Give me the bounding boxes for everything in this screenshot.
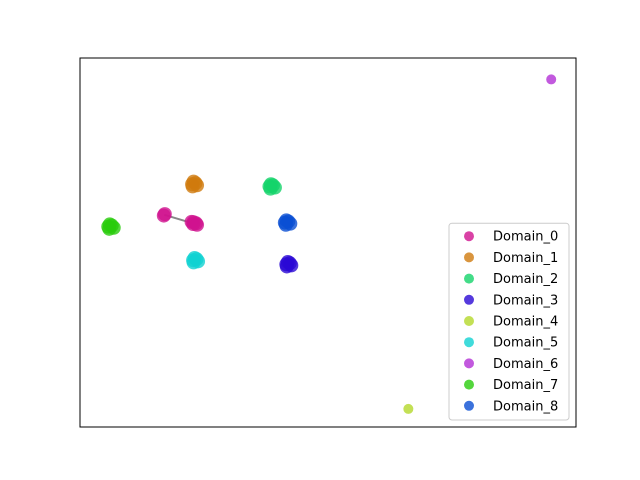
series-domain-5	[186, 250, 206, 270]
data-point	[403, 403, 414, 414]
data-point	[186, 255, 201, 270]
legend-label: Domain_1	[493, 251, 558, 266]
legend-marker	[464, 231, 474, 242]
series-domain-8	[277, 213, 298, 232]
legend-label: Domain_4	[493, 315, 558, 330]
series-domain-0	[156, 207, 205, 232]
data-point	[102, 221, 117, 236]
legend-label: Domain_3	[493, 293, 558, 308]
legend: Domain_0 Domain_1 Domain_2 Domain_3 Domain_4…	[448, 222, 570, 421]
legend-marker	[464, 273, 474, 284]
data-point	[279, 259, 294, 274]
legend-marker	[464, 252, 474, 263]
legend-marker	[464, 379, 474, 390]
series-domain-2	[262, 177, 282, 196]
series-domain-4	[403, 403, 414, 414]
legend-marker	[464, 358, 474, 369]
legend-marker	[464, 400, 474, 411]
legend-marker	[464, 294, 474, 305]
legend-label: Domain_0	[493, 230, 558, 245]
legend-label: Domain_5	[493, 336, 558, 351]
axes-frame	[79, 57, 577, 428]
data-point	[156, 208, 171, 223]
legend-marker	[464, 337, 474, 348]
legend-label: Domain_2	[493, 272, 558, 287]
legend-label: Domain_6	[493, 357, 558, 372]
data-point	[546, 74, 557, 85]
data-point	[185, 179, 200, 194]
points-layer	[101, 74, 557, 414]
legend-marker	[464, 316, 474, 326]
series-domain-1	[185, 174, 205, 194]
legend-label: Domain_7	[493, 378, 558, 393]
legend-label: Domain_8	[493, 399, 558, 414]
series-domain-3	[279, 255, 299, 274]
data-point	[278, 217, 293, 232]
data-point	[263, 181, 278, 196]
data-point	[186, 215, 201, 230]
series-domain-6	[546, 74, 557, 85]
legend-frame	[448, 222, 570, 421]
series-domain-7	[101, 217, 121, 236]
